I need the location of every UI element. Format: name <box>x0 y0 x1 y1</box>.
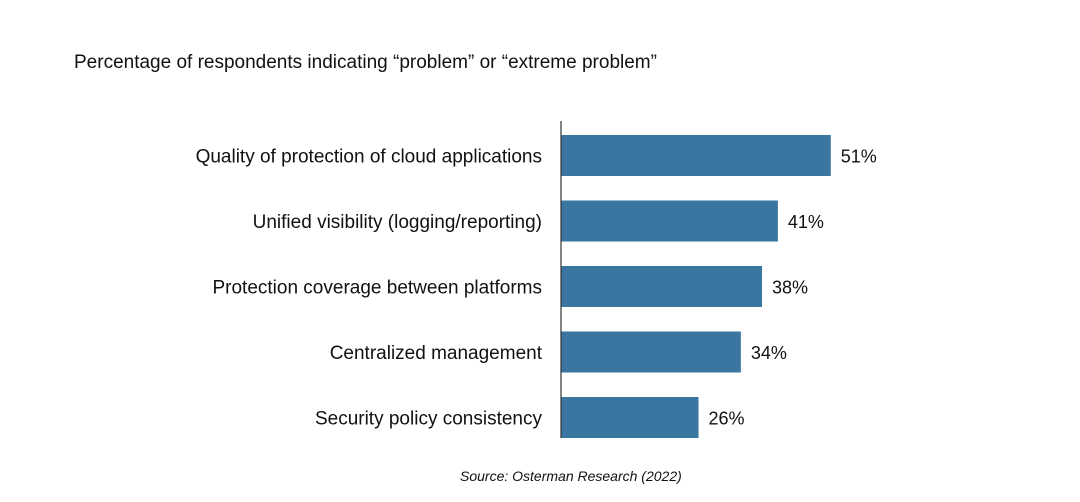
category-label: Unified visibility (logging/reporting) <box>253 212 542 233</box>
bar <box>561 135 831 176</box>
value-label: 26% <box>709 409 745 429</box>
bar <box>561 200 778 242</box>
value-label: 41% <box>788 212 824 232</box>
category-label: Security policy consistency <box>315 409 543 430</box>
value-label: 51% <box>841 147 877 167</box>
value-label: 38% <box>772 278 808 298</box>
source-note: Source: Osterman Research (2022) <box>460 468 682 484</box>
bar <box>561 331 741 373</box>
bars-layer: Quality of protection of cloud applicati… <box>196 135 877 438</box>
bar <box>561 266 763 307</box>
value-label: 34% <box>751 343 787 363</box>
chart-title: Percentage of respondents indicating “pr… <box>74 52 657 73</box>
category-label: Centralized management <box>330 343 543 364</box>
category-label: Protection coverage between platforms <box>212 278 542 299</box>
bar <box>561 397 699 438</box>
category-label: Quality of protection of cloud applicati… <box>196 147 542 168</box>
